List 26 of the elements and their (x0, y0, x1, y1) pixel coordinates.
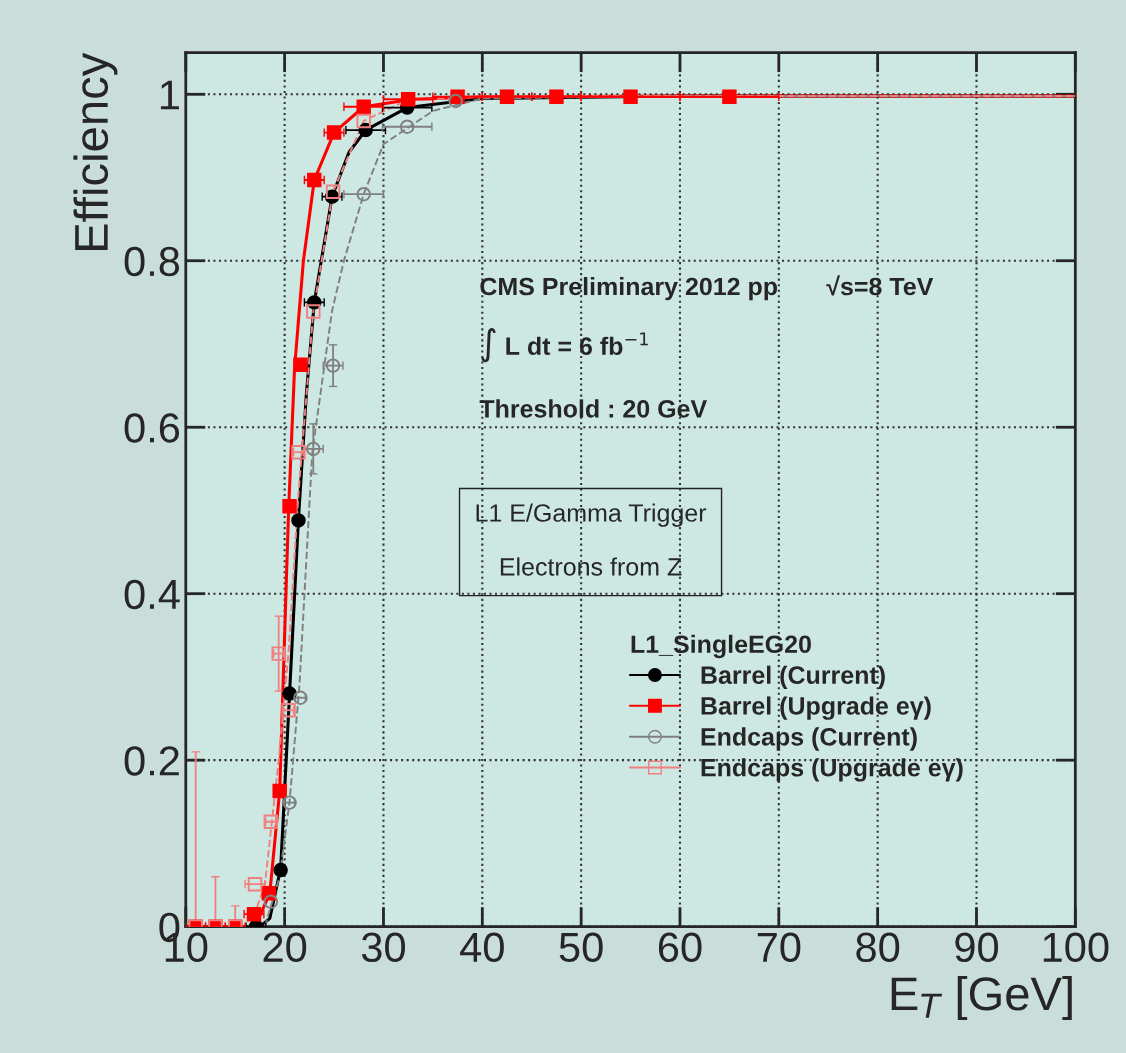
x-tick-label: 50 (559, 932, 603, 963)
annotation: ∫ L dt = 6 fb$^{−1}$ (481, 328, 648, 363)
legend-label: Barrel (Current) (701, 665, 885, 689)
legend-label: Barrel (Upgrade eγ) (701, 696, 931, 720)
y-axis-title: Efficiency (73, 52, 118, 251)
annotation: CMS Preliminary 2012 pp (480, 276, 778, 301)
legend-label: Endcaps (Upgrade eγ) (701, 758, 963, 782)
y-tick-label: 0.2 (124, 746, 179, 776)
x-tick-label: 30 (361, 932, 406, 963)
y-tick-label: 0.8 (124, 246, 180, 277)
x-tick-label: 60 (658, 932, 702, 963)
x-tick-label: 90 (955, 932, 999, 963)
y-tick-label: 1 (160, 80, 179, 110)
text: L1 E/Gamma Trigger Electrons from Z (476, 503, 707, 576)
x-tick-label: 100 (1043, 932, 1109, 963)
legend-label: Endcaps (Current) (701, 727, 917, 751)
x-tick-label: 20 (263, 932, 307, 963)
x-tick-label: 80 (856, 932, 900, 963)
legend-title: L1_SingleEG20 (631, 634, 811, 659)
x-tick-label: 70 (757, 932, 801, 963)
x-axis-title: E$_{T}$ [GeV] (891, 975, 1072, 1020)
x-tick-label: 40 (460, 932, 504, 963)
annotation: Threshold : 20 GeV (479, 399, 707, 418)
y-tick-label: 0.6 (124, 413, 180, 443)
y-tick-label: 0.4 (124, 579, 180, 610)
annotation: √s=8 TeV (826, 275, 934, 296)
